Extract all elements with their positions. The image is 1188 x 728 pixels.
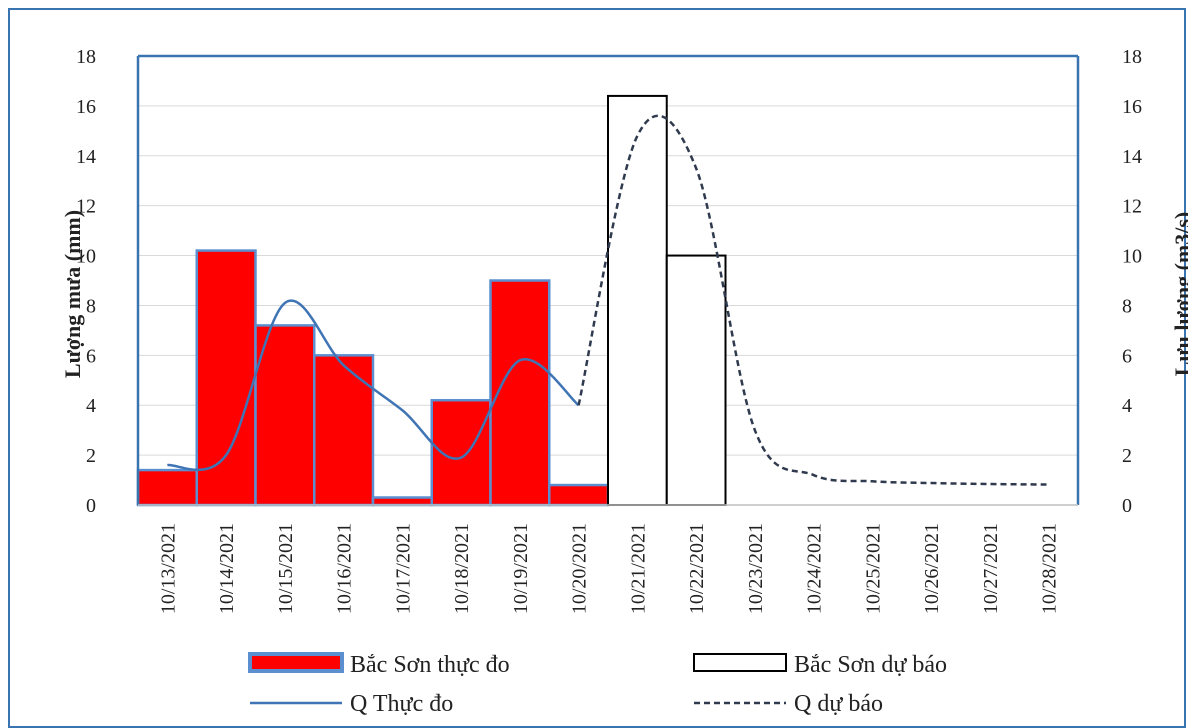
x-tick-label: 10/27/2021 [980, 523, 1002, 614]
legend-swatch-bac-son-du-bao [693, 653, 787, 672]
x-tick-label: 10/16/2021 [334, 523, 356, 614]
y2-tick-label: 12 [1122, 196, 1142, 218]
x-tick-label: 10/24/2021 [804, 523, 826, 614]
y-tick-label: 2 [86, 445, 96, 467]
x-tick-label: 10/28/2021 [1039, 523, 1061, 614]
y-tick-label: 10 [76, 246, 96, 268]
bar-bắc-sơn-dự-báo-9 [665, 254, 727, 506]
chart-frame: 0 0 2 2 4 4 6 6 8 8 10 10 12 12 14 14 16 16 18 18 10/13/2021… [8, 8, 1188, 728]
x-tick-label: 10/23/2021 [745, 523, 767, 614]
bar-bắc-sơn-thực-đo-0 [136, 468, 198, 507]
x-tick-label: 10/26/2021 [921, 523, 943, 614]
x-tick-label: 10/19/2021 [510, 523, 532, 614]
legend-swatch-bac-son-thuc-do [248, 652, 344, 673]
y-tick-label: 4 [86, 395, 96, 417]
tick-labels: 0 0 2 2 4 4 6 6 8 8 10 10 12 12 14 14 16 16 18 18 10/13/2021… [76, 46, 1142, 614]
y-tick-label: 18 [76, 46, 96, 68]
y2-tick-label: 0 [1122, 495, 1132, 517]
y2-tick-label: 4 [1122, 395, 1132, 417]
x-tick-label: 10/13/2021 [157, 523, 179, 614]
bar-bắc-sơn-dự-báo-8 [607, 94, 668, 507]
y2-tick-label: 18 [1122, 46, 1142, 68]
line-q-thực-đo [167, 299, 580, 472]
x-tick-label: 10/14/2021 [216, 523, 238, 614]
x-tick-label: 10/18/2021 [451, 523, 473, 614]
axes [136, 54, 1080, 506]
bar-bắc-sơn-thực-đo-3 [313, 354, 375, 507]
legend-label-q-du-bao: Q dự báo [794, 691, 883, 717]
rainfall-discharge-chart: 0 0 2 2 4 4 6 6 8 8 10 10 12 12 14 14 16 16 18 18 10/13/2021… [60, 46, 1188, 717]
x-tick-label: 10/17/2021 [392, 523, 414, 614]
y2-tick-label: 14 [1122, 146, 1142, 168]
y-tick-label: 0 [86, 495, 96, 517]
y2-tick-label: 8 [1122, 295, 1132, 317]
legend-label-q-thuc-do: Q Thực đo [350, 691, 453, 717]
x-tick-label: 10/22/2021 [686, 523, 708, 614]
legend-label-bac-son-du-bao: Bắc Sơn dự báo [794, 652, 947, 678]
y2-tick-label: 6 [1122, 345, 1132, 367]
bar-series [136, 94, 727, 507]
bar-bắc-sơn-thực-đo-2 [254, 324, 316, 507]
y-tick-label: 14 [76, 146, 96, 168]
y-tick-label: 8 [86, 295, 96, 317]
y-tick-label: 12 [76, 196, 96, 218]
x-tick-label: 10/25/2021 [862, 523, 884, 614]
y2-tick-label: 2 [1122, 445, 1132, 467]
bar-bắc-sơn-thực-đo-7 [548, 483, 610, 507]
legend-label-bac-son-thuc-do: Bắc Sơn thực đo [350, 652, 510, 678]
y-tick-label: 6 [86, 345, 96, 367]
bar-bắc-sơn-thực-đo-6 [489, 279, 551, 507]
x-tick-label: 10/20/2021 [569, 523, 591, 614]
line-series [167, 114, 1049, 486]
y2-tick-label: 16 [1122, 96, 1142, 118]
y-tick-label: 16 [76, 96, 96, 118]
line-q-dự-báo [577, 114, 1049, 486]
x-tick-label: 10/21/2021 [627, 523, 649, 614]
bar-bắc-sơn-thực-đo-4 [371, 496, 433, 507]
y-axis-title: Lượng mưa (mm) [60, 210, 85, 378]
y2-axis-title: Lưu lượng (m3/s) [1170, 212, 1188, 377]
y2-tick-label: 10 [1122, 246, 1142, 268]
legend: Bắc Sơn thực đo Bắc Sơn dự báo Q Thực đo… [248, 652, 947, 717]
x-tick-label: 10/15/2021 [275, 523, 297, 614]
bar-bắc-sơn-thực-đo-1 [195, 249, 257, 507]
